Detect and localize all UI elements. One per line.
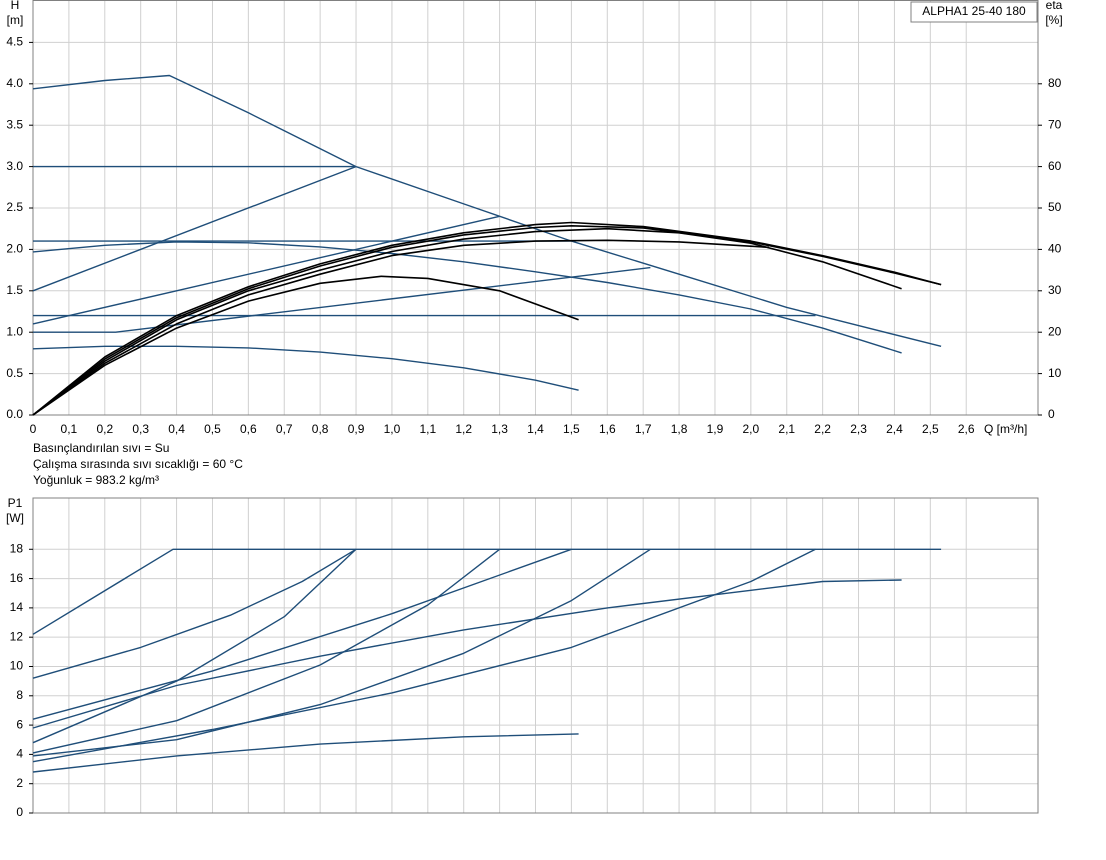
series-line: [32, 221, 942, 416]
y2-tick-label: 40: [1048, 242, 1062, 256]
x-tick-label: 2,0: [743, 422, 760, 436]
x-tick-label: 0: [30, 422, 37, 436]
y-tick-label: 18: [10, 541, 24, 555]
y-axis-unit: [m]: [7, 13, 24, 27]
series-line: [32, 548, 501, 754]
x-tick-label: 0,6: [240, 422, 257, 436]
series-line: [32, 227, 902, 416]
note: Basınçlandırılan sıvı = Su: [33, 441, 169, 455]
y2-tick-label: 10: [1048, 366, 1062, 380]
x-tick-label: 2,2: [814, 422, 831, 436]
y2-tick-label: 80: [1048, 76, 1062, 90]
x-tick-label: 1,6: [599, 422, 616, 436]
x-tick-label: 2,1: [778, 422, 795, 436]
grid: [32, 1, 1038, 814]
series-line: [32, 345, 579, 391]
y-axis-unit: [W]: [6, 511, 24, 525]
y-tick-label: 16: [10, 571, 24, 585]
x-tick-label: 1,7: [635, 422, 652, 436]
x-tick-label: 1,9: [707, 422, 724, 436]
series-line: [32, 548, 816, 763]
note: Çalışma sırasında sıvı sıcaklığı = 60 °C: [33, 457, 243, 471]
y-tick-label: 2.0: [6, 242, 23, 256]
x-tick-label: 1,0: [384, 422, 401, 436]
y2-tick-label: 20: [1048, 324, 1062, 338]
series-line: [32, 548, 651, 757]
series-line: [32, 548, 572, 720]
note: Yoğunluk = 983.2 kg/m³: [33, 473, 159, 487]
y-tick-label: 2.5: [6, 200, 23, 214]
y2-tick-label: 70: [1048, 117, 1062, 131]
x-tick-label: 1,5: [563, 422, 580, 436]
x-tick-label: 0,3: [132, 422, 149, 436]
title-box: [910, 1, 1038, 23]
series-line: [32, 733, 579, 773]
y-tick-label: 2: [16, 776, 23, 790]
x-tick-label: 0,1: [61, 422, 78, 436]
y2-axis-unit: [%]: [1045, 13, 1062, 27]
series-line: [32, 74, 942, 347]
x-tick-label: 0,4: [168, 422, 185, 436]
y-tick-label: 1.0: [6, 324, 23, 338]
x-tick-label: 0,2: [96, 422, 113, 436]
series-line: [32, 275, 579, 416]
y-axis-label: H: [11, 0, 20, 12]
x-tick-label: 1,8: [671, 422, 688, 436]
y-tick-label: 1.5: [6, 283, 23, 297]
series-line: [32, 548, 357, 679]
x-tick-label: 1,1: [419, 422, 436, 436]
y2-tick-label: 50: [1048, 200, 1062, 214]
series-line: [33, 266, 651, 333]
x-tick-label: 2,6: [958, 422, 975, 436]
x-tick-label: 2,3: [850, 422, 867, 436]
y-tick-label: 0.0: [6, 407, 23, 421]
y-axis-label: P1: [8, 496, 23, 510]
x-tick-label: 0,5: [204, 422, 221, 436]
y-tick-label: 3.0: [6, 159, 23, 173]
y-tick-label: 4: [16, 747, 23, 761]
series-line: [32, 548, 357, 744]
series-line: [32, 241, 902, 354]
y2-axis-label: eta: [1046, 0, 1063, 12]
series-line: [32, 548, 942, 635]
y-tick-label: 6: [16, 717, 23, 731]
y-tick-label: 14: [10, 600, 24, 614]
y-tick-label: 10: [10, 659, 24, 673]
series-line: [32, 239, 769, 416]
y-tick-label: 8: [16, 688, 23, 702]
y-tick-label: 12: [10, 629, 24, 643]
x-tick-label: 1,4: [527, 422, 544, 436]
x-axis-label: Q [m³/h]: [984, 422, 1027, 436]
chart-title: ALPHA1 25-40 180: [922, 4, 1026, 18]
y2-tick-label: 0: [1048, 407, 1055, 421]
bottom-frame: [32, 497, 1039, 814]
x-tick-label: 0,7: [276, 422, 293, 436]
y2-tick-label: 30: [1048, 283, 1062, 297]
series-line: [32, 165, 357, 292]
y-tick-label: 0: [16, 805, 23, 819]
x-tick-label: 0,9: [348, 422, 365, 436]
x-tick-label: 2,5: [922, 422, 939, 436]
y-tick-label: 3.5: [6, 117, 23, 131]
y-tick-label: 4.5: [6, 35, 23, 49]
x-tick-label: 1,3: [491, 422, 508, 436]
y-tick-label: 0.5: [6, 366, 23, 380]
y2-tick-label: 60: [1048, 159, 1062, 173]
series-line: [32, 579, 902, 729]
x-tick-label: 2,4: [886, 422, 903, 436]
x-tick-label: 0,8: [312, 422, 329, 436]
x-tick-label: 1,2: [455, 422, 472, 436]
y-tick-label: 4.0: [6, 76, 23, 90]
series-line: [32, 225, 942, 416]
series-line: [32, 215, 500, 325]
